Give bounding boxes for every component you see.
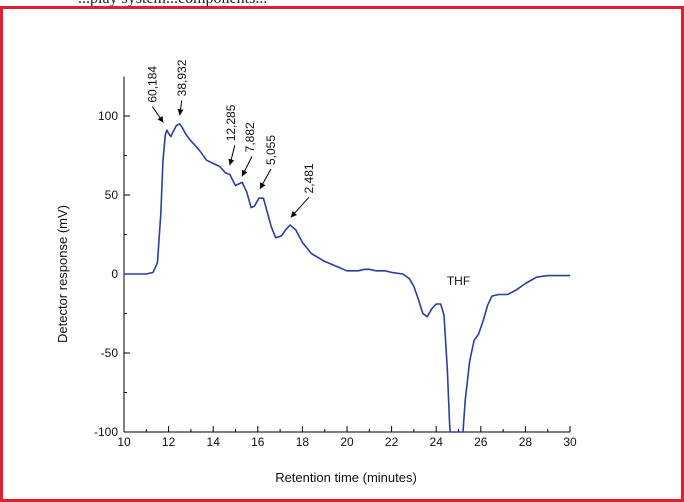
cropped-caption: ...play system...components...: [0, 0, 684, 8]
peak-label: 5,055: [264, 135, 278, 165]
peak-label: 12,285: [224, 104, 238, 141]
y-tick-label: -50: [101, 346, 119, 360]
cropped-caption-text: ...play system...components...: [78, 0, 267, 8]
x-tick-label: 10: [117, 435, 131, 449]
y-axis-title: Detector response (mV): [55, 205, 70, 343]
peak-arrow-head: [290, 210, 298, 218]
peak-label: 2,481: [302, 163, 316, 193]
x-tick-label: 22: [385, 435, 399, 449]
peak-arrow-head: [157, 115, 164, 123]
y-tick-label: 100: [98, 109, 118, 123]
y-tick-label: 0: [111, 267, 118, 281]
x-tick-label: 24: [430, 435, 444, 449]
peak-arrow-head: [241, 169, 248, 177]
y-tick-label: 50: [105, 188, 119, 202]
series-layer: [124, 123, 570, 433]
x-tick-label: 28: [519, 435, 533, 449]
annotations-layer: 60,184 38,932 12,285 7,882 5,055 2,481 THF: [145, 59, 470, 288]
y-tick-label: -100: [94, 425, 118, 439]
figure-frame: [0, 6, 684, 502]
x-tick-label: 14: [207, 435, 221, 449]
peak-arrow-head: [259, 182, 266, 189]
peak-label: 38,932: [175, 59, 189, 96]
x-tick-label: 26: [474, 435, 488, 449]
x-tick-label: 16: [251, 435, 265, 449]
peak-arrow-head: [228, 158, 235, 166]
peak-label: 7,882: [243, 122, 257, 152]
x-tick-label: 20: [340, 435, 354, 449]
peak-label: 60,184: [145, 66, 159, 103]
solvent-peak-label: THF: [447, 274, 470, 288]
x-axis-title: Retention time (minutes): [275, 470, 417, 485]
x-tick-label: 18: [296, 435, 310, 449]
x-tick-label: 12: [162, 435, 176, 449]
chromatogram-line: [124, 123, 570, 433]
axes-group: 10 12 14 16 18 20 22 24 26 28 30 -100 -50 0 50 100: [94, 76, 577, 449]
peak-arrow-head: [177, 108, 184, 116]
x-tick-label: 30: [563, 435, 577, 449]
